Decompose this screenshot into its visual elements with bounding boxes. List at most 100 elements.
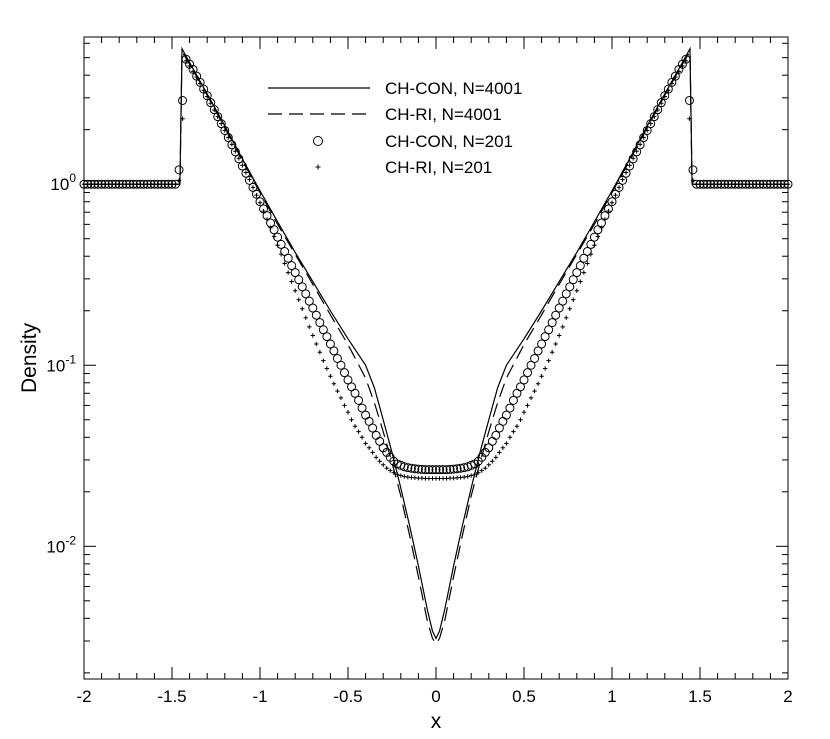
data-point-plus — [303, 315, 308, 320]
data-point-circle — [519, 375, 529, 385]
data-point-circle — [681, 54, 691, 64]
data-point-plus — [595, 234, 601, 239]
data-point-circle — [269, 225, 279, 235]
data-point-circle — [635, 140, 645, 150]
data-point-plus — [564, 315, 569, 320]
data-point-plus — [349, 417, 354, 422]
data-point-circle — [684, 95, 694, 105]
data-point-circle — [565, 282, 575, 292]
data-point-plus — [197, 81, 203, 86]
legend-label-ch-con-n-4001: CH-CON, N=4001 — [385, 79, 522, 98]
data-point-plus — [623, 170, 629, 175]
data-point-plus — [609, 200, 615, 205]
data-point-circle — [216, 119, 226, 129]
data-point-plus — [497, 450, 502, 455]
data-point-circle — [452, 464, 462, 474]
data-point-circle — [438, 465, 448, 475]
plot-frame — [83, 36, 789, 680]
data-point-circle — [653, 105, 663, 115]
data-point-plus — [507, 435, 513, 440]
data-point-circle — [304, 296, 314, 306]
data-point-plus — [398, 473, 403, 478]
data-point-plus — [571, 297, 576, 302]
data-point-circle — [544, 325, 554, 335]
data-point-circle — [501, 410, 511, 420]
data-point-circle — [568, 275, 578, 285]
data-point-plus — [683, 58, 689, 64]
data-point-circle — [406, 463, 416, 473]
data-point-circle — [403, 463, 413, 473]
x-tick-label: 0 — [431, 687, 440, 706]
data-point-plus — [268, 225, 273, 230]
data-point-plus — [669, 81, 675, 86]
data-point-plus — [278, 252, 284, 257]
data-point-circle — [361, 410, 371, 420]
data-point-plus — [592, 243, 597, 248]
data-point-plus — [637, 142, 643, 147]
data-point-plus — [324, 366, 330, 371]
data-point-circle — [586, 239, 596, 249]
data-point-circle — [294, 275, 304, 285]
data-point-circle — [642, 125, 652, 135]
data-point-circle — [449, 464, 459, 474]
data-point-plus — [630, 156, 636, 161]
data-point-circle — [607, 197, 617, 207]
x-tick-label: -0.5 — [333, 687, 362, 706]
x-tick-label: 1.5 — [688, 687, 712, 706]
data-point-plus — [180, 116, 185, 121]
legend: CH-CON, N=4001 CH-RI, N=4001 CH-CON, N=201… — [268, 79, 522, 177]
data-point-plus — [535, 381, 541, 386]
data-point-circle — [572, 268, 582, 278]
data-point-plus — [581, 270, 587, 275]
data-point-plus — [578, 279, 583, 284]
legend-swatch-ch-ri-n-201 — [315, 164, 321, 170]
data-point-plus — [479, 468, 484, 473]
data-point-plus — [300, 306, 305, 312]
data-point-plus — [476, 470, 481, 475]
data-point-plus — [483, 466, 488, 471]
data-point-plus — [257, 200, 263, 205]
data-point-circle — [206, 98, 216, 108]
data-point-plus — [486, 462, 491, 467]
x-tick-label: -1.5 — [157, 687, 186, 706]
data-point-plus — [212, 107, 217, 113]
data-point-plus — [307, 324, 312, 330]
data-point-plus — [666, 88, 671, 93]
data-point-circle — [336, 360, 346, 370]
data-point-circle — [551, 310, 561, 320]
data-point-plus — [345, 410, 351, 415]
data-point-plus — [356, 429, 361, 434]
data-point-circle — [244, 175, 254, 185]
data-point-circle — [431, 465, 441, 475]
data-point-plus — [314, 341, 319, 347]
data-point-circle — [491, 430, 501, 440]
data-point-circle — [427, 465, 437, 475]
data-point-circle — [413, 464, 423, 474]
data-point-plus — [557, 333, 562, 338]
data-point-plus — [395, 472, 400, 477]
data-point-plus — [616, 185, 622, 190]
data-point-circle — [315, 318, 325, 328]
data-point-plus — [690, 178, 696, 183]
data-point-plus — [183, 58, 189, 64]
data-point-plus — [602, 217, 608, 222]
data-point-plus — [219, 121, 224, 126]
data-point-plus — [285, 270, 291, 275]
y-tick-label: 100 — [50, 171, 76, 194]
data-point-circle — [220, 125, 230, 135]
data-point-circle — [308, 303, 318, 313]
data-point-plus — [229, 142, 235, 147]
data-point-circle — [255, 197, 265, 207]
data-point-plus — [317, 350, 323, 355]
data-point-circle — [554, 303, 564, 313]
data-point-plus — [381, 462, 386, 467]
data-point-circle — [241, 168, 251, 178]
data-point-circle — [251, 189, 261, 199]
data-point-circle — [230, 147, 240, 157]
data-point-plus — [391, 470, 396, 475]
data-point-plus — [233, 149, 238, 154]
data-point-plus — [613, 192, 618, 198]
data-point-circle — [628, 154, 638, 164]
data-point-circle — [688, 165, 698, 175]
data-point-plus — [201, 88, 206, 93]
